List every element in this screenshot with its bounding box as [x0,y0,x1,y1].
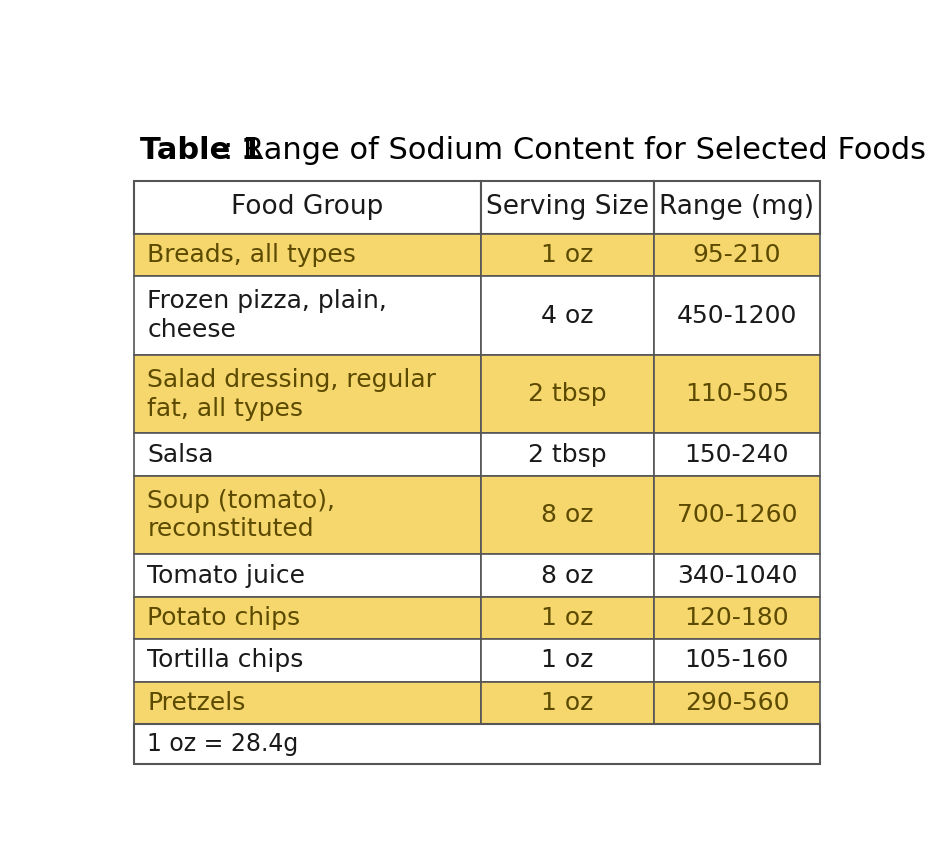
Text: 2 tbsp: 2 tbsp [528,443,607,467]
Text: 700-1260: 700-1260 [677,503,797,527]
Text: 1 oz: 1 oz [541,606,593,630]
Text: 8 oz: 8 oz [541,564,594,587]
Bar [480,234,654,276]
Bar [480,682,654,724]
Bar [134,475,480,554]
Text: 340-1040: 340-1040 [677,564,797,587]
Text: 105-160: 105-160 [684,649,789,672]
Text: Salsa: Salsa [147,443,214,467]
Bar [480,639,654,682]
Bar [480,433,654,475]
Bar [134,597,480,639]
Text: Tortilla chips: Tortilla chips [147,649,304,672]
Text: : Range of Sodium Content for Selected Foods: : Range of Sodium Content for Selected F… [223,136,926,165]
Text: 2 tbsp: 2 tbsp [528,382,607,406]
Text: 1 oz: 1 oz [541,649,593,672]
Bar [654,475,820,554]
Bar [134,276,480,355]
Text: Range (mg): Range (mg) [659,194,815,220]
Text: Pretzels: Pretzels [147,691,246,714]
Text: Soup (tomato),
reconstituted: Soup (tomato), reconstituted [147,488,335,541]
Bar [134,234,480,276]
Bar [480,475,654,554]
Text: 450-1200: 450-1200 [677,304,797,327]
Bar [654,597,820,639]
Text: Frozen pizza, plain,
cheese: Frozen pizza, plain, cheese [147,289,387,342]
Text: Serving Size: Serving Size [486,194,649,220]
Bar [654,276,820,355]
Text: 1 oz = 28.4g: 1 oz = 28.4g [147,732,299,756]
Bar [654,554,820,597]
Text: 1 oz: 1 oz [541,243,593,268]
Bar [134,682,480,724]
Text: 1 oz: 1 oz [541,691,593,714]
Text: 150-240: 150-240 [684,443,789,467]
Text: Potato chips: Potato chips [147,606,301,630]
Text: 290-560: 290-560 [684,691,789,714]
Bar [654,234,820,276]
Bar [134,181,480,234]
Text: 110-505: 110-505 [685,382,789,406]
Text: 8 oz: 8 oz [541,503,594,527]
Text: Table 1: Table 1 [141,136,263,165]
Text: Salad dressing, regular
fat, all types: Salad dressing, regular fat, all types [147,368,437,421]
Bar [654,181,820,234]
Bar [480,597,654,639]
Bar [654,682,820,724]
Text: 120-180: 120-180 [684,606,789,630]
Bar [134,433,480,475]
Bar [134,724,820,764]
Bar [480,355,654,433]
Bar [134,639,480,682]
Text: Food Group: Food Group [231,194,384,220]
Bar [134,554,480,597]
Bar [654,355,820,433]
Text: Breads, all types: Breads, all types [147,243,357,268]
Bar [480,554,654,597]
Text: 4 oz: 4 oz [541,304,594,327]
Text: Tomato juice: Tomato juice [147,564,305,587]
Bar [134,355,480,433]
Bar [654,639,820,682]
Text: 95-210: 95-210 [693,243,781,268]
Bar [654,433,820,475]
Bar [480,276,654,355]
Bar [480,181,654,234]
